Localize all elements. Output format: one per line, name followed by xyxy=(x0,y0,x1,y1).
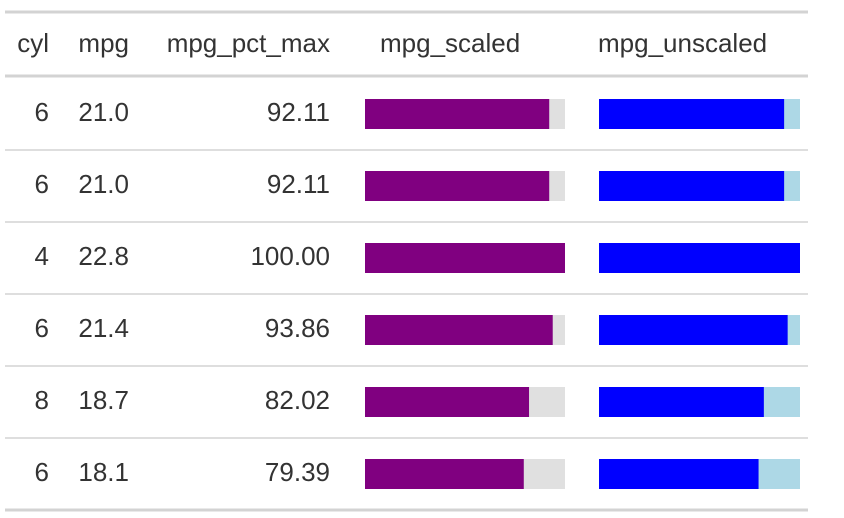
cell: 92.11 xyxy=(267,97,330,127)
cell: 4 xyxy=(35,241,49,271)
column-header: cyl xyxy=(17,28,49,58)
cell: 79.39 xyxy=(265,457,330,487)
column-header: mpg xyxy=(78,28,129,58)
bar xyxy=(365,99,550,129)
cell: 21.0 xyxy=(78,97,129,127)
bar xyxy=(365,387,530,417)
column-header: mpg_pct_max xyxy=(167,28,330,58)
cell: 8 xyxy=(35,385,49,415)
cell: 100.00 xyxy=(250,241,330,271)
column-header: mpg_scaled xyxy=(380,28,520,58)
bar xyxy=(365,459,524,489)
cell: 21.0 xyxy=(78,169,129,199)
bar xyxy=(599,459,759,489)
cell: 18.7 xyxy=(78,385,129,415)
cell: 6 xyxy=(35,313,49,343)
bar xyxy=(599,315,788,345)
cell: 92.11 xyxy=(267,169,330,199)
cell: 18.1 xyxy=(78,457,129,487)
bar xyxy=(599,243,800,273)
bar xyxy=(365,315,553,345)
cell: 93.86 xyxy=(265,313,330,343)
column-header: mpg_unscaled xyxy=(598,28,767,58)
bar xyxy=(599,99,785,129)
cell: 6 xyxy=(35,169,49,199)
cell: 6 xyxy=(35,457,49,487)
bar xyxy=(365,243,565,273)
cell: 6 xyxy=(35,97,49,127)
cell: 21.4 xyxy=(78,313,129,343)
bar xyxy=(599,387,764,417)
cell: 22.8 xyxy=(78,241,129,271)
cell: 82.02 xyxy=(265,385,330,415)
bar xyxy=(599,171,785,201)
bar xyxy=(365,171,550,201)
